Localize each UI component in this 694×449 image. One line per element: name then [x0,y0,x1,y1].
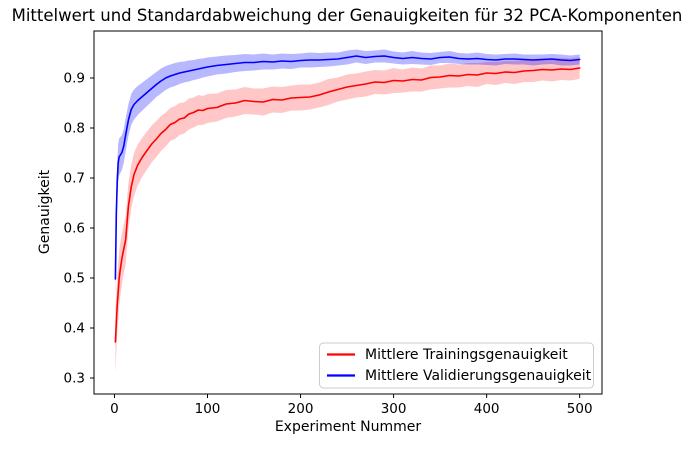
legend-label-training: Mittlere Trainingsgenauigkeit [365,347,568,363]
x-axis-label: Experiment Nummer [275,419,422,435]
y-tick-label: 0.8 [64,121,85,137]
x-tick-label: 400 [474,401,500,417]
y-tick-label: 0.7 [64,171,85,187]
y-tick-label: 0.6 [64,221,85,237]
legend-box [319,342,594,389]
validation-band [115,49,580,300]
plot-frame [93,30,603,395]
legend: Mittlere Trainingsgenauigkeit Mittlere V… [319,342,594,389]
y-tick-label: 0.5 [64,271,85,287]
training-line [114,67,581,343]
legend-label-validation: Mittlere Validierungsgenauigkeit [365,368,592,384]
x-tick-label: 300 [381,401,407,417]
x-tick-label: 100 [195,401,221,417]
x-tick-label: 0 [110,401,119,417]
y-tick-label: 0.9 [64,71,85,87]
y-axis-label: Genauigkeit [37,169,53,254]
chart-title: Mittelwert und Standardabweichung der Ge… [12,6,683,25]
validation-line [114,55,581,280]
y-tick-label: 0.4 [64,321,85,337]
x-tick-label: 200 [288,401,314,417]
y-tick-label: 0.3 [64,371,85,387]
x-tick-label: 500 [567,401,593,417]
plot-area: 0 100 200 300 400 500 0.3 0.4 0.5 0.6 0.7 0.8 0.9 [64,30,603,417]
training-band [115,57,580,373]
